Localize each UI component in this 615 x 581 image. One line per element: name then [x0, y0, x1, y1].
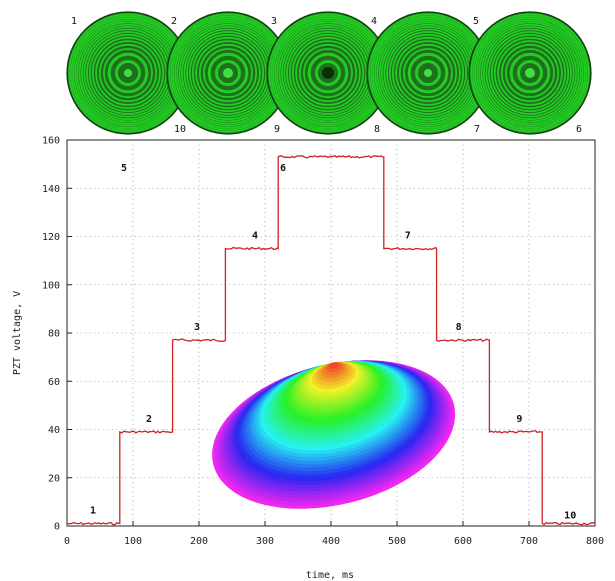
- y-tick-label: 100: [42, 280, 60, 291]
- y-tick-label: 140: [42, 184, 60, 195]
- x-tick-label: 600: [454, 536, 472, 547]
- y-tick-label: 80: [48, 329, 60, 340]
- surface-inset-3d: [212, 360, 456, 509]
- interferogram-label-top: 5: [473, 16, 479, 27]
- x-axis-label: time, ms: [306, 570, 354, 581]
- interferogram-label-top: 3: [271, 16, 277, 27]
- step-label: 4: [252, 231, 258, 242]
- step-labels: 1 2 3 4 5 6 7 8 9 10: [90, 163, 576, 522]
- step-label: 9: [516, 414, 522, 425]
- y-tick-label: 0: [54, 522, 60, 533]
- grid: [67, 140, 595, 526]
- interferogram-label-top: 2: [171, 16, 177, 27]
- step-label: 5: [121, 163, 127, 174]
- step-label: 3: [194, 322, 200, 333]
- interferogram-label-bottom: 6: [576, 124, 582, 135]
- series-line-pzt-voltage: [67, 155, 595, 526]
- interferogram: [66, 11, 190, 135]
- x-tick-label: 100: [124, 536, 142, 547]
- x-tick-label: 0: [64, 536, 70, 547]
- y-tick-label: 160: [42, 136, 60, 147]
- interferogram-label-bottom: 9: [274, 124, 280, 135]
- step-label: 1: [90, 506, 96, 517]
- step-label: 2: [146, 414, 152, 425]
- x-tick-label: 200: [190, 536, 208, 547]
- interferogram-label-bottom: 8: [374, 124, 380, 135]
- y-tick-label: 20: [48, 473, 60, 484]
- interferogram-label-top: 1: [71, 16, 77, 27]
- x-tick-label: 700: [520, 536, 538, 547]
- x-tick-label: 800: [586, 536, 604, 547]
- x-tick-label: 400: [322, 536, 340, 547]
- x-tick-label: 500: [388, 536, 406, 547]
- y-axis-ticks: 0 20 40 60 80 100 120 140 160: [42, 136, 72, 533]
- y-tick-label: 60: [48, 377, 60, 388]
- surface-contour: [329, 362, 339, 369]
- step-label: 7: [405, 231, 411, 242]
- step-label: 8: [456, 322, 462, 333]
- interferogram-label-bottom: 10: [174, 124, 186, 135]
- y-tick-label: 120: [42, 232, 60, 243]
- interferogram-row: 1 10 2 9 3 8 4 7 5 6: [66, 11, 592, 135]
- x-axis-ticks: 0 100 200 300 400 500 600 700 800: [64, 521, 604, 547]
- step-label: 6: [280, 163, 286, 174]
- x-tick-label: 300: [256, 536, 274, 547]
- interferogram-label-bottom: 7: [474, 124, 480, 135]
- interferogram: [468, 11, 592, 135]
- step-label: 10: [564, 511, 576, 522]
- interferogram-label-top: 4: [371, 16, 377, 27]
- y-tick-label: 40: [48, 425, 60, 436]
- y-axis-label: PZT voltage, V: [12, 291, 23, 375]
